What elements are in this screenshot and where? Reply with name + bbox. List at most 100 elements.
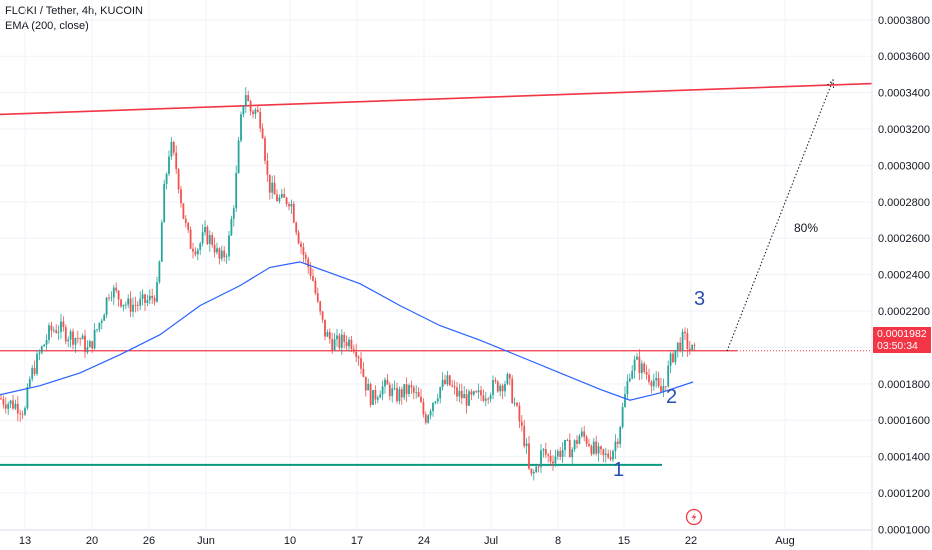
candle-body [588, 443, 590, 447]
candle-body [480, 390, 482, 396]
candle-body [472, 391, 475, 395]
candle-body [237, 140, 240, 174]
candle-body [434, 401, 437, 403]
candle-body [612, 451, 614, 460]
time-tick: Jul [484, 535, 498, 547]
candle-body [319, 301, 322, 312]
price-tick: 0.0001800 [878, 379, 930, 391]
price-tick: 0.0001200 [878, 488, 930, 500]
candle-body [408, 385, 410, 395]
candle-body [247, 95, 250, 101]
candle-body [432, 402, 434, 412]
candle-body [604, 453, 607, 456]
time-tick: 26 [143, 535, 155, 547]
candle-body [619, 427, 622, 444]
candle-body [117, 290, 120, 300]
candle-body [362, 368, 365, 377]
candle-body [129, 298, 132, 312]
candle-body [168, 156, 170, 174]
candle-body [283, 193, 286, 198]
candle-body [84, 335, 86, 353]
candle-body [633, 359, 636, 371]
candle-body [343, 334, 346, 343]
candle-body [628, 378, 631, 382]
candle-body [326, 332, 329, 337]
candle-body [24, 408, 26, 415]
candle-body [688, 348, 691, 351]
candle-body [664, 386, 667, 387]
candle-body [0, 398, 2, 400]
candle-body [540, 450, 542, 468]
candle-body [638, 356, 641, 374]
candle-body [684, 331, 686, 334]
candle-body [211, 235, 214, 246]
replay-icon[interactable] [685, 508, 703, 526]
candle-body [314, 280, 317, 294]
wave-label-3: 3 [694, 288, 705, 310]
candle-body [26, 387, 29, 409]
candle-body [400, 389, 403, 398]
candle-body [475, 391, 478, 393]
candle-body [564, 440, 566, 450]
resistance-trendline [0, 82, 873, 116]
candle-body [360, 358, 362, 369]
candle-body [16, 403, 19, 414]
candle-body [386, 379, 389, 385]
candle-body [374, 390, 377, 400]
candle-body [180, 189, 182, 204]
candle-body [98, 322, 101, 330]
candle-body [681, 331, 684, 351]
candle-body [381, 386, 384, 395]
candle-body [223, 250, 226, 258]
candle-body [357, 356, 360, 359]
candle-body [252, 111, 254, 115]
candle-body [60, 321, 62, 332]
candle-body [350, 339, 353, 349]
candle-body [81, 335, 84, 340]
candle-body [235, 173, 238, 209]
candle-body [292, 204, 295, 223]
candle-body [340, 334, 343, 348]
candle-body [124, 304, 127, 306]
candle-body [477, 390, 480, 393]
candle-body [254, 109, 257, 115]
candle-body [410, 385, 413, 388]
candle-body [36, 353, 38, 374]
candle-body [127, 298, 130, 305]
candle-body [607, 453, 610, 458]
candle-body [9, 400, 12, 404]
candle-body [679, 342, 682, 351]
time-tick: Jun [197, 535, 215, 547]
candle-body [456, 387, 458, 397]
candle-body [242, 106, 245, 115]
candle-body [580, 431, 583, 437]
candle-body [331, 339, 334, 351]
price-tick: 0.0001400 [878, 452, 930, 464]
candle-body [516, 402, 518, 406]
candle-body [115, 287, 118, 291]
indicator-legend: EMA (200, close) [5, 20, 89, 32]
price-axis[interactable]: 0.0003800 0.0003600 0.0003400 0.0003200 0.00… [871, 0, 932, 550]
candle-body [244, 95, 247, 107]
candle-body [57, 331, 60, 333]
candle-body [542, 449, 545, 451]
candle-body [266, 160, 269, 175]
candle-body [446, 375, 449, 385]
time-axis[interactable]: 13 20 26 Jun 10 17 24 Jul 8 15 22 Aug [0, 529, 872, 547]
candle-body [333, 339, 336, 351]
candle-body [508, 374, 511, 379]
candle-body [297, 232, 300, 244]
candle-body [463, 394, 466, 399]
candle-body [91, 341, 94, 349]
candle-body [48, 325, 50, 341]
candle-body [655, 378, 658, 381]
candle-body [460, 390, 463, 399]
candle-body [662, 386, 665, 392]
candle-body [568, 439, 571, 458]
target-percent-label: 80% [794, 221, 818, 235]
candle-body [444, 379, 446, 385]
time-tick: Aug [775, 535, 795, 547]
candle-body [424, 414, 427, 423]
candle-body [405, 384, 408, 395]
